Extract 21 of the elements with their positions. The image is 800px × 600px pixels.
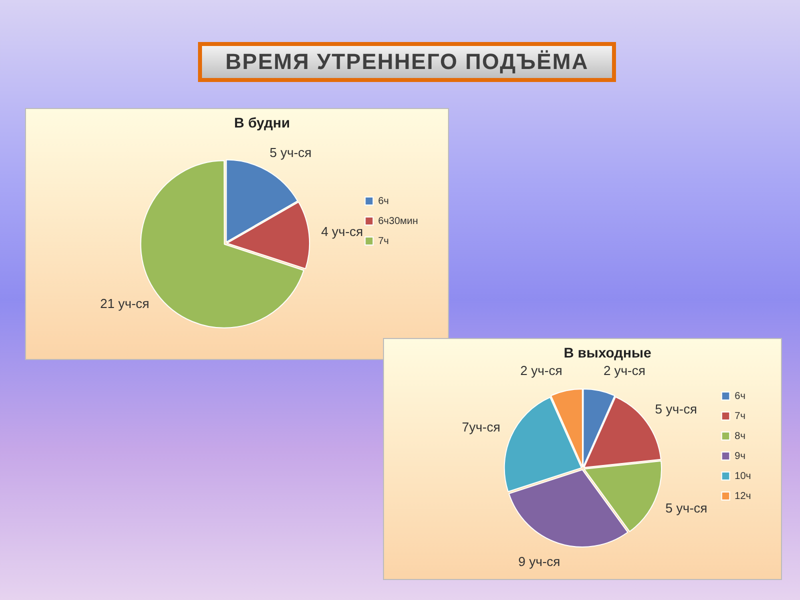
legend-label: 9ч (734, 450, 746, 462)
data-label: 5 уч-ся (655, 402, 697, 417)
data-label: 2 уч-ся (603, 363, 646, 378)
data-label: 21 уч-ся (100, 296, 150, 312)
chart-title: В будни (234, 114, 290, 130)
data-label: 5 уч-ся (270, 144, 312, 160)
legend-label: 6ч (378, 196, 389, 207)
legend-label: 7ч (378, 236, 389, 247)
data-label: 9 уч-ся (518, 554, 560, 570)
legend-label: 10ч (734, 470, 752, 482)
data-label: 4 уч-ся (321, 224, 364, 240)
data-label: 2 уч-ся (520, 363, 562, 378)
legend-label: 12ч (734, 490, 752, 502)
data-label: 7уч-ся (462, 420, 500, 435)
legend-label: 6ч30мин (378, 216, 418, 227)
legend-label: 6ч (734, 390, 746, 402)
legend-label: 7ч (734, 410, 746, 422)
legend-label: 8ч (734, 430, 746, 442)
chart-title: В выходные (564, 344, 652, 360)
text: ВРЕМЯ УТРЕННЕГО ПОДЪЁМА (198, 42, 616, 82)
data-label: 5 уч-ся (665, 500, 708, 516)
